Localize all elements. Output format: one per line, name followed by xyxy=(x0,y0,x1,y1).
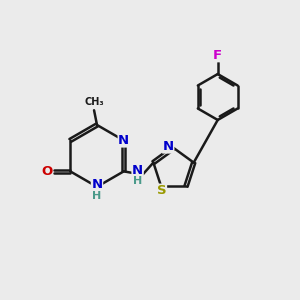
Text: S: S xyxy=(157,184,166,197)
Text: N: N xyxy=(132,164,143,177)
Text: H: H xyxy=(92,191,102,201)
Text: O: O xyxy=(41,165,52,178)
Text: F: F xyxy=(213,49,222,62)
Text: N: N xyxy=(163,140,174,153)
Text: CH₃: CH₃ xyxy=(84,97,104,107)
Text: N: N xyxy=(118,134,129,147)
Text: N: N xyxy=(92,178,103,191)
Text: H: H xyxy=(133,176,142,186)
